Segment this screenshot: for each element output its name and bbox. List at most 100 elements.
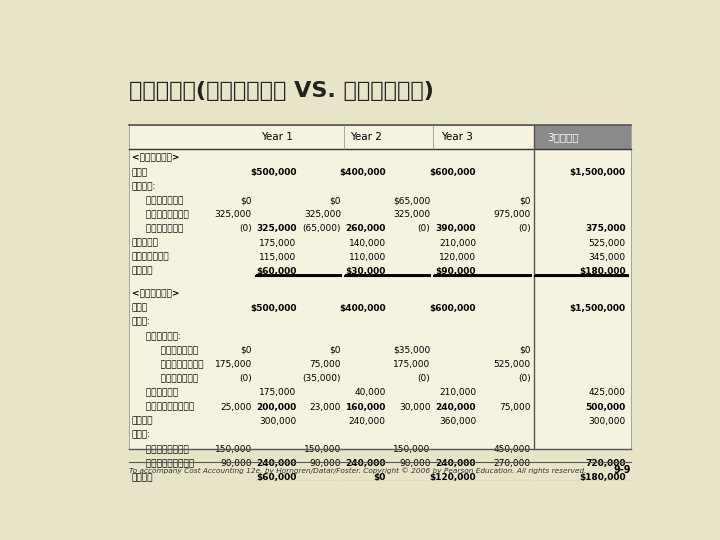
Text: 720,000: 720,000: [585, 459, 626, 468]
Text: 325,000: 325,000: [256, 225, 297, 233]
Text: 345,000: 345,000: [588, 253, 626, 262]
Text: 175,000: 175,000: [215, 360, 252, 369]
Text: $120,000: $120,000: [430, 473, 476, 482]
Text: 75,000: 75,000: [310, 360, 341, 369]
Text: 150,000: 150,000: [393, 445, 431, 454]
Text: 90,000: 90,000: [220, 459, 252, 468]
Text: (0): (0): [239, 374, 252, 383]
Text: 90,000: 90,000: [399, 459, 431, 468]
Text: 325,000: 325,000: [215, 210, 252, 219]
Text: (0): (0): [518, 225, 531, 233]
Text: 변동매출원가: 변동매출원가: [140, 388, 179, 397]
Text: 변동매출원가:: 변동매출원가:: [140, 332, 181, 341]
Text: Year 2: Year 2: [350, 132, 382, 142]
Text: 240,000: 240,000: [436, 459, 476, 468]
Text: 매출총이익: 매출총이익: [132, 239, 158, 247]
Text: 기초제품재고액: 기초제품재고액: [148, 346, 198, 355]
Text: 고정판매비와판관비: 고정판매비와판관비: [140, 459, 194, 468]
Text: $60,000: $60,000: [256, 473, 297, 482]
Text: 변동판매비와판관비: 변동판매비와판관비: [140, 402, 194, 411]
Text: 25,000: 25,000: [220, 402, 252, 411]
Text: 매출액: 매출액: [132, 168, 148, 177]
Text: 90,000: 90,000: [310, 459, 341, 468]
Text: 325,000: 325,000: [393, 210, 431, 219]
Text: 변동비:: 변동비:: [132, 318, 151, 327]
Bar: [129, 125, 631, 449]
Text: $180,000: $180,000: [579, 267, 626, 276]
Text: 525,000: 525,000: [588, 239, 626, 247]
Text: 당기제품제조원가: 당기제품제조원가: [148, 360, 203, 369]
Text: 375,000: 375,000: [585, 225, 626, 233]
Text: 210,000: 210,000: [439, 388, 476, 397]
Text: 240,000: 240,000: [436, 402, 476, 411]
Text: 115,000: 115,000: [259, 253, 297, 262]
Text: 300,000: 300,000: [588, 417, 626, 426]
Text: 525,000: 525,000: [494, 360, 531, 369]
Text: 23,000: 23,000: [310, 402, 341, 411]
Text: Year 3: Year 3: [441, 132, 472, 142]
Text: $1,500,000: $1,500,000: [570, 168, 626, 177]
Text: $0: $0: [240, 346, 252, 355]
Text: $0: $0: [330, 196, 341, 205]
Text: 110,000: 110,000: [348, 253, 386, 262]
Text: $0: $0: [240, 196, 252, 205]
Text: 240,000: 240,000: [348, 417, 386, 426]
Text: $0: $0: [374, 473, 386, 482]
Text: $400,000: $400,000: [339, 303, 386, 313]
Text: $60,000: $60,000: [256, 267, 297, 276]
Text: To accompany Cost Accounting 12e, by Horngren/Datar/Foster. Copyright © 2006 by : To accompany Cost Accounting 12e, by Hor…: [129, 467, 586, 474]
Text: 기말제품재고액: 기말제품재고액: [148, 374, 198, 383]
Text: $500,000: $500,000: [250, 168, 297, 177]
Text: 175,000: 175,000: [259, 388, 297, 397]
Text: $0: $0: [330, 346, 341, 355]
Text: (0): (0): [518, 374, 531, 383]
Text: (65,000): (65,000): [302, 225, 341, 233]
Text: (0): (0): [239, 225, 252, 233]
Text: 500,000: 500,000: [585, 402, 626, 411]
Text: 210,000: 210,000: [439, 239, 476, 247]
Text: <변동원가계산>: <변동원가계산>: [132, 289, 179, 299]
Text: 영업이익: 영업이익: [132, 267, 153, 276]
Text: 240,000: 240,000: [256, 459, 297, 468]
Text: 매출액: 매출액: [132, 303, 148, 313]
Text: 270,000: 270,000: [494, 459, 531, 468]
Text: $65,000: $65,000: [393, 196, 431, 205]
Text: <전부원가계산>: <전부원가계산>: [132, 154, 179, 163]
Text: 140,000: 140,000: [348, 239, 386, 247]
Text: $90,000: $90,000: [436, 267, 476, 276]
Text: 30,000: 30,000: [399, 402, 431, 411]
Text: (35,000): (35,000): [302, 374, 341, 383]
Text: 300,000: 300,000: [259, 417, 297, 426]
Text: 매출원가:: 매출원가:: [132, 182, 156, 191]
Text: 당기제품제조원가: 당기제품제조원가: [140, 210, 189, 219]
Text: 390,000: 390,000: [436, 225, 476, 233]
Text: 공헌이익: 공헌이익: [132, 417, 153, 426]
Text: 160,000: 160,000: [346, 402, 386, 411]
Text: 40,000: 40,000: [354, 388, 386, 397]
Text: $180,000: $180,000: [579, 473, 626, 482]
Text: 450,000: 450,000: [494, 445, 531, 454]
Text: 판매비와판관비: 판매비와판관비: [132, 253, 169, 262]
Text: Year 1: Year 1: [261, 132, 293, 142]
Text: $500,000: $500,000: [250, 303, 297, 313]
Text: 200,000: 200,000: [256, 402, 297, 411]
Text: 3년간합계: 3년간합계: [547, 132, 579, 142]
Text: 150,000: 150,000: [304, 445, 341, 454]
Text: (0): (0): [418, 225, 431, 233]
Text: 손익계산서(전부원가계산 VS. 변동원가계산): 손익계산서(전부원가계산 VS. 변동원가계산): [129, 82, 434, 102]
Text: 120,000: 120,000: [439, 253, 476, 262]
Text: 9-9: 9-9: [613, 465, 631, 475]
Text: 975,000: 975,000: [494, 210, 531, 219]
Text: 325,000: 325,000: [304, 210, 341, 219]
Text: $400,000: $400,000: [339, 168, 386, 177]
Text: 240,000: 240,000: [346, 459, 386, 468]
Text: $1,500,000: $1,500,000: [570, 303, 626, 313]
Text: (0): (0): [418, 374, 431, 383]
Text: $600,000: $600,000: [430, 303, 476, 313]
Text: $0: $0: [519, 196, 531, 205]
Text: 75,000: 75,000: [499, 402, 531, 411]
Text: 기말제품재고액: 기말제품재고액: [140, 225, 184, 233]
Text: 영업이익: 영업이익: [132, 473, 153, 482]
Bar: [534, 125, 631, 149]
Text: 175,000: 175,000: [393, 360, 431, 369]
